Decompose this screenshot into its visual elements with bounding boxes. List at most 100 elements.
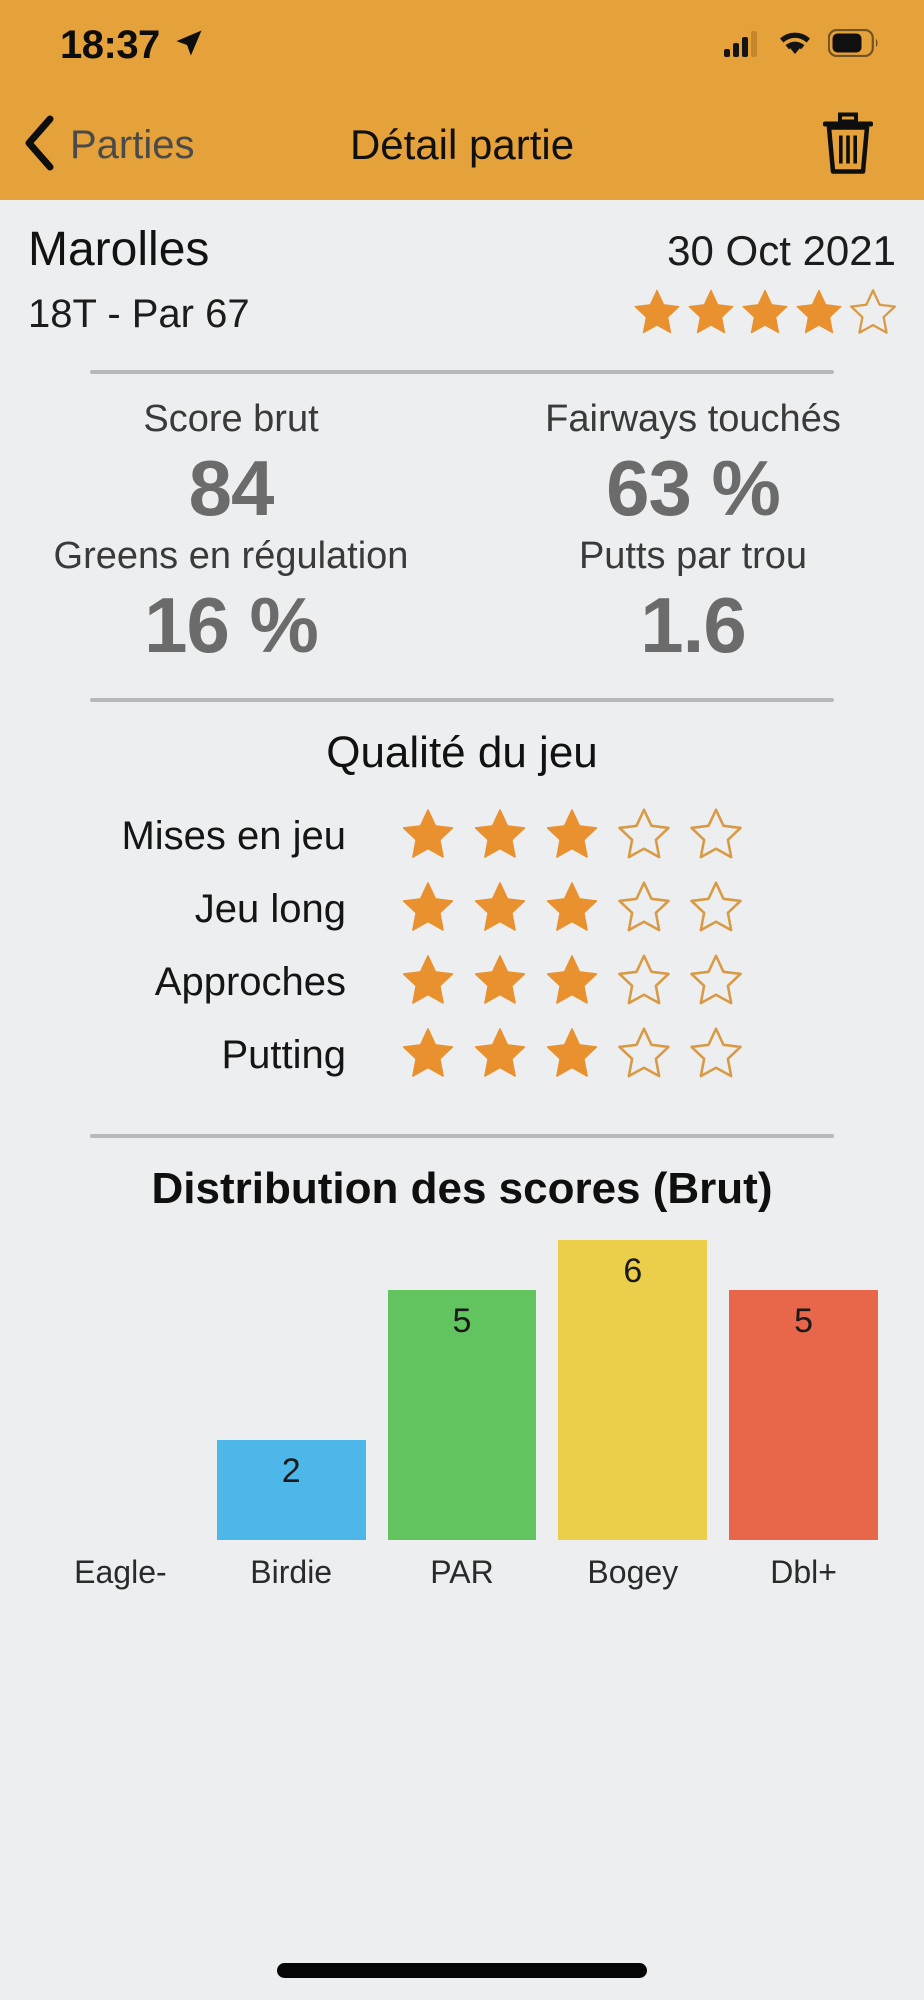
location-arrow-icon (174, 28, 204, 63)
quality-label: Jeu long (194, 887, 346, 932)
star-icon (616, 1025, 672, 1086)
bar: 5 (387, 1290, 537, 1541)
stat-label: Fairways touchés (545, 398, 841, 440)
star-icon (472, 879, 528, 940)
star-icon (632, 287, 682, 342)
quality-section: Qualité du jeu Mises en jeu Jeu long App… (0, 702, 924, 1092)
course-name: Marolles (28, 223, 210, 276)
star-icon (686, 287, 736, 342)
axis-label: Birdie (250, 1554, 333, 1591)
stat-label: Score brut (143, 398, 319, 440)
star-icon (688, 806, 744, 867)
back-button[interactable]: Parties (22, 115, 195, 176)
status-bar-left: 18:37 (60, 23, 204, 68)
back-button-label: Parties (70, 122, 195, 167)
quality-label: Mises en jeu (121, 814, 346, 859)
star-icon (688, 879, 744, 940)
par-info: 18T - Par 67 (28, 292, 250, 336)
battery-icon (827, 28, 880, 62)
stat-value: 84 (188, 443, 275, 532)
star-icon (472, 1025, 528, 1086)
axis-label: Dbl+ (770, 1554, 837, 1591)
star-icon (848, 287, 898, 342)
bar-value-label: 5 (452, 1302, 472, 1341)
status-bar: 18:37 (0, 0, 924, 90)
par-row: 18T - Par 67 (0, 277, 924, 342)
quality-label: Approches (154, 960, 346, 1005)
star-icon (688, 952, 744, 1013)
stat-fairways-touches: Fairways touchés 63 % (462, 396, 924, 533)
status-clock: 18:37 (60, 22, 160, 67)
quality-row-jeu-long: Jeu long (0, 873, 924, 946)
star-icon (616, 952, 672, 1013)
status-bar-right (724, 28, 880, 62)
bar-column-bogey: 6 (558, 1240, 708, 1541)
axis-label: PAR (430, 1554, 494, 1591)
bar-column-par: 5 (387, 1240, 537, 1541)
bar-value-label: 5 (794, 1302, 814, 1341)
star-icon (472, 806, 528, 867)
stats-row-1: Score brut 84 Fairways touchés 63 % (0, 396, 924, 533)
star-icon (616, 806, 672, 867)
wifi-icon (776, 29, 814, 62)
divider-chart (90, 1134, 834, 1139)
bar-value-label: 2 (281, 1452, 301, 1491)
quality-label: Putting (221, 1033, 346, 1078)
quality-stars-approches[interactable] (400, 952, 744, 1013)
course-header: Marolles 30 Oct 2021 (0, 200, 924, 277)
cellular-signal-icon (724, 29, 762, 62)
axis-label: Eagle- (74, 1554, 167, 1591)
score-distribution-chart: 2 5 6 5 (46, 1240, 878, 1541)
star-icon (688, 1025, 744, 1086)
quality-row-approches: Approches (0, 946, 924, 1019)
star-icon (544, 952, 600, 1013)
round-rating-stars[interactable] (632, 287, 898, 342)
trash-icon (818, 112, 878, 181)
bar: 6 (558, 1240, 708, 1541)
star-icon (400, 1025, 456, 1086)
star-icon (400, 879, 456, 940)
star-icon (400, 952, 456, 1013)
stat-value: 1.6 (640, 580, 746, 669)
bar: 5 (729, 1290, 878, 1541)
quality-stars-jeu-long[interactable] (400, 879, 744, 940)
axis-label: Bogey (587, 1554, 679, 1591)
star-icon (794, 287, 844, 342)
divider-top (90, 370, 834, 374)
bar: 2 (216, 1440, 366, 1541)
stat-label: Putts par trou (578, 535, 808, 578)
stat-label: Greens en régulation (53, 535, 409, 578)
stat-score-brut: Score brut 84 (0, 396, 462, 533)
quality-title: Qualité du jeu (326, 728, 598, 778)
quality-row-mises-en-jeu: Mises en jeu (0, 800, 924, 873)
stats-grid: Score brut 84 Fairways touchés 63 % Gree… (0, 374, 924, 670)
stat-greens-en-regulation: Greens en régulation 16 % (0, 533, 462, 670)
star-icon (472, 952, 528, 1013)
chevron-left-icon (22, 115, 56, 176)
quality-stars-mises-en-jeu[interactable] (400, 806, 744, 867)
score-distribution-section: Distribution des scores (Brut) 2 5 6 5 Eagl… (0, 1138, 924, 1591)
bar-column-eagle (46, 1240, 195, 1540)
bar-value-label: 6 (623, 1252, 643, 1291)
divider-quality (90, 698, 834, 703)
home-indicator[interactable] (277, 1963, 647, 1978)
stats-row-2: Greens en régulation 16 % Putts par trou… (0, 533, 924, 670)
chart-title: Distribution des scores (Brut) (151, 1164, 773, 1214)
star-icon (740, 287, 790, 342)
chart-x-axis: Eagle- Birdie PAR Bogey Dbl+ (46, 1554, 878, 1591)
quality-row-putting: Putting (0, 1019, 924, 1092)
round-date: 30 Oct 2021 (667, 227, 896, 274)
star-icon (544, 1025, 600, 1086)
bar-column-birdie: 2 (216, 1240, 366, 1541)
stat-putts-par-trou: Putts par trou 1.6 (462, 533, 924, 670)
delete-round-button[interactable] (818, 109, 878, 182)
stat-value: 63 % (606, 443, 781, 532)
star-icon (616, 879, 672, 940)
stat-value: 16 % (144, 580, 319, 669)
quality-stars-putting[interactable] (400, 1025, 744, 1086)
round-detail-content: Marolles 30 Oct 2021 18T - Par 67 Score … (0, 200, 924, 1591)
star-icon (400, 806, 456, 867)
star-icon (544, 879, 600, 940)
bar-column-dbl: 5 (729, 1240, 878, 1541)
